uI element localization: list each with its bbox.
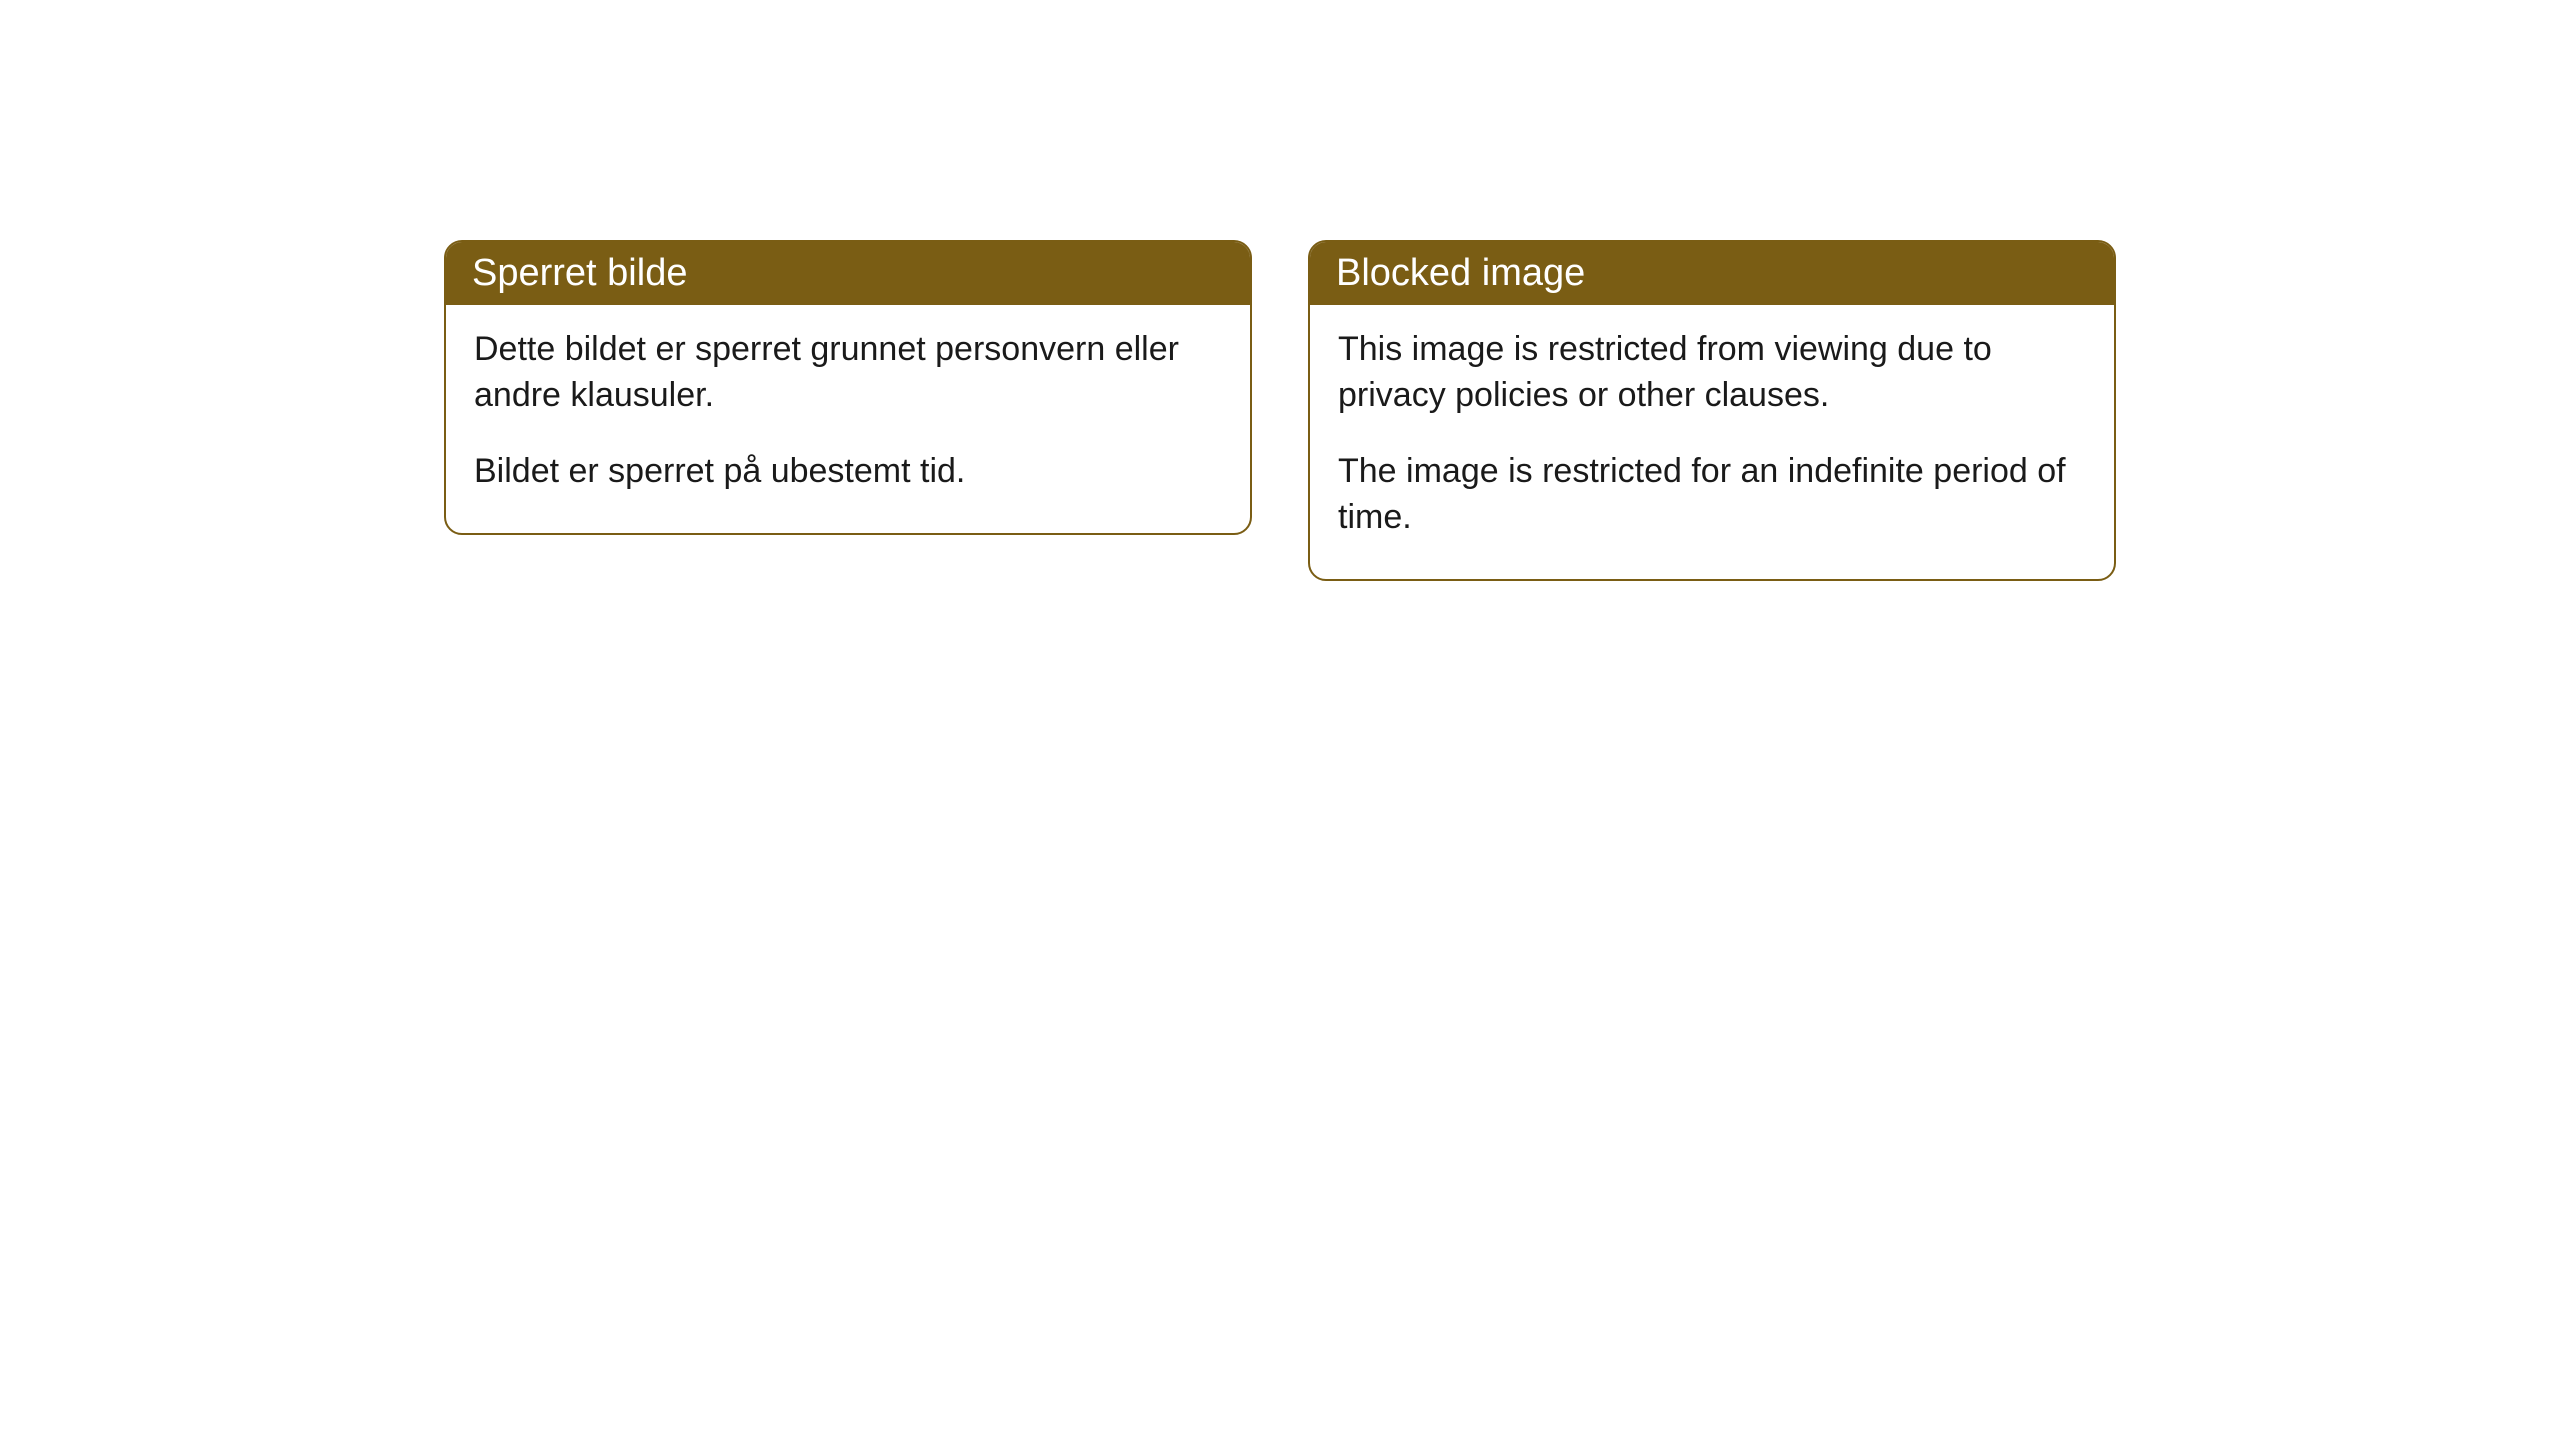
- card-text-en-2: The image is restricted for an indefinit…: [1338, 449, 2086, 541]
- card-text-no-1: Dette bildet er sperret grunnet personve…: [474, 327, 1222, 419]
- card-text-en-1: This image is restricted from viewing du…: [1338, 327, 2086, 419]
- card-title-en: Blocked image: [1336, 252, 1585, 294]
- blocked-image-card-en: Blocked image This image is restricted f…: [1308, 240, 2116, 581]
- card-body-no: Dette bildet er sperret grunnet personve…: [446, 305, 1250, 533]
- card-header-no: Sperret bilde: [446, 242, 1250, 305]
- card-body-en: This image is restricted from viewing du…: [1310, 305, 2114, 579]
- blocked-image-card-no: Sperret bilde Dette bildet er sperret gr…: [444, 240, 1252, 535]
- cards-container: Sperret bilde Dette bildet er sperret gr…: [444, 240, 2116, 1440]
- card-header-en: Blocked image: [1310, 242, 2114, 305]
- card-title-no: Sperret bilde: [472, 252, 687, 294]
- card-text-no-2: Bildet er sperret på ubestemt tid.: [474, 449, 1222, 495]
